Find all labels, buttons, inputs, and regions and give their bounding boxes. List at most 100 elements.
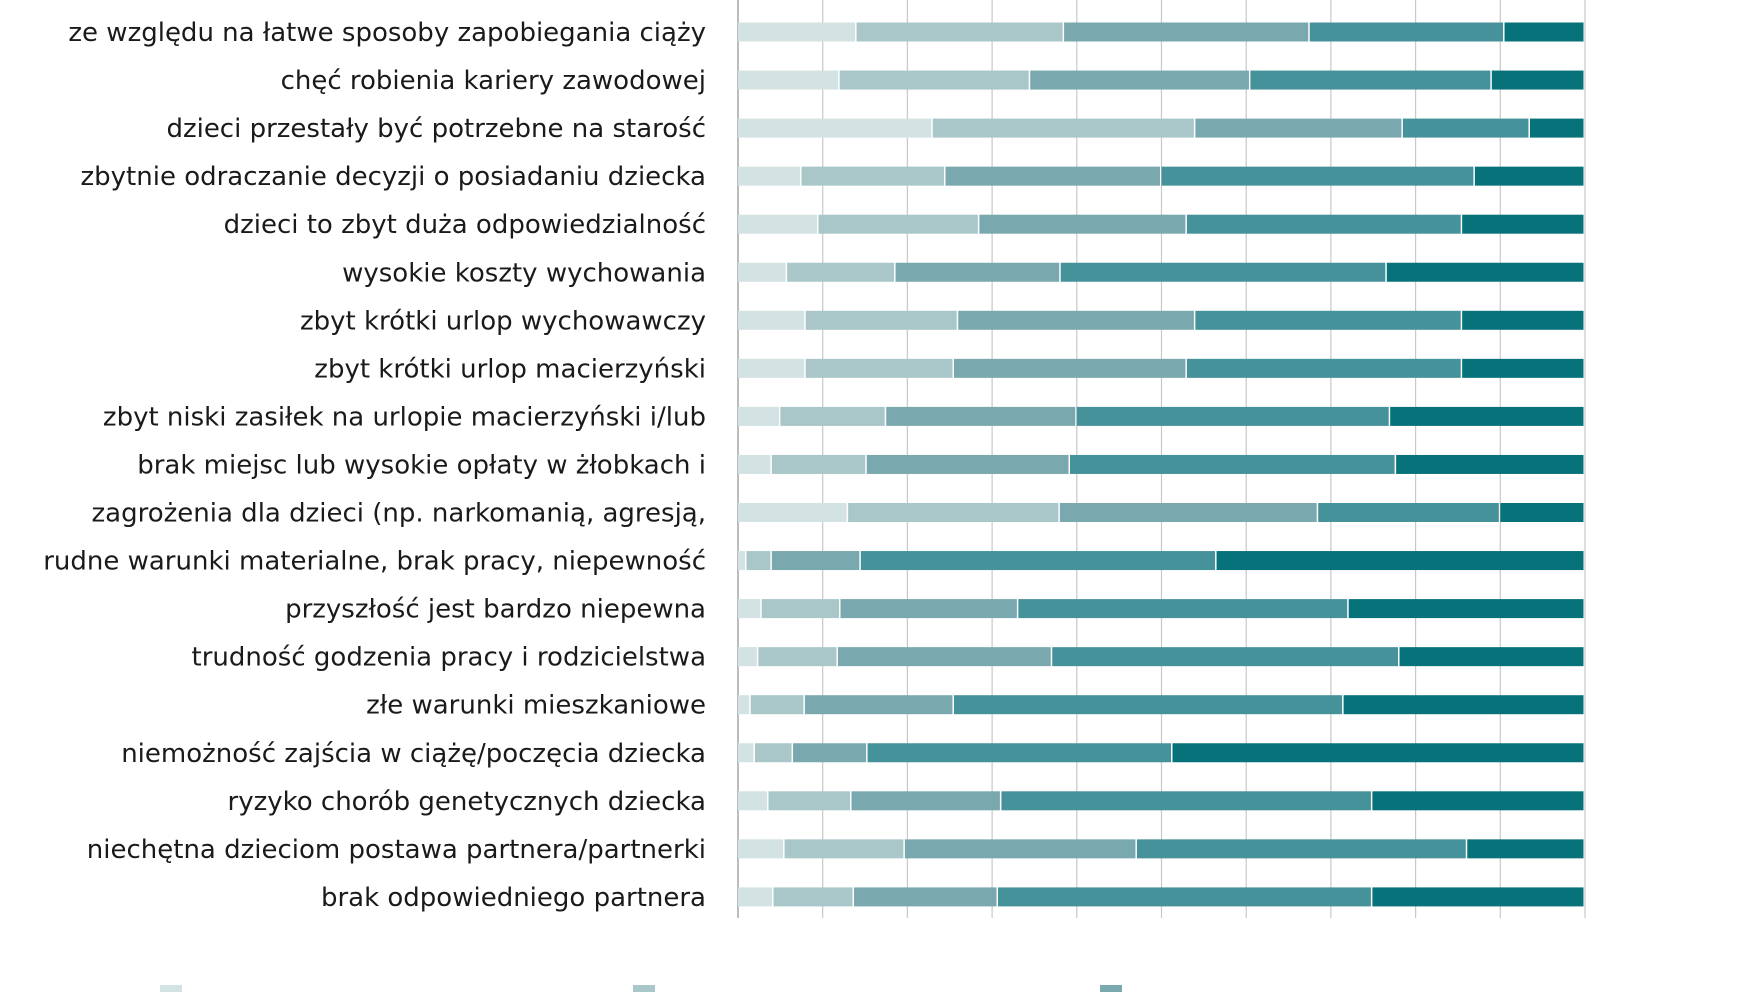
- bar-segment-1: [738, 406, 779, 426]
- bar-segment-4: [1052, 647, 1399, 667]
- bar-segment-1: [738, 839, 784, 859]
- bar-segment-1: [738, 454, 771, 474]
- bar-segment-3: [945, 166, 1160, 186]
- bar-segment-1: [738, 551, 745, 571]
- bar-segment-3: [1059, 503, 1317, 522]
- category-label: przyszłość jest bardzo niepewna: [285, 595, 706, 625]
- bar-segment-1: [738, 310, 805, 330]
- bar-segment-5: [1467, 839, 1584, 859]
- bar-segment-5: [1216, 551, 1584, 571]
- bar-segment-3: [837, 647, 1051, 667]
- bars-group: [738, 22, 1584, 907]
- bar-segment-3: [979, 214, 1186, 234]
- bar-segment-2: [801, 166, 945, 186]
- bar-segment-5: [1399, 647, 1584, 667]
- bar-segment-2: [805, 358, 953, 378]
- category-label: zbytnie odraczanie decyzji o posiadaniu …: [81, 162, 706, 192]
- bar-segment-5: [1372, 887, 1584, 907]
- bar-segment-3: [854, 887, 997, 907]
- bar-segment-1: [738, 262, 786, 282]
- bar-segment-2: [932, 118, 1194, 138]
- bar-segment-3: [866, 454, 1069, 474]
- bar-segment-4: [953, 695, 1343, 715]
- bar-segment-2: [768, 791, 850, 811]
- legend: [160, 985, 1122, 992]
- category-label: brak odpowiedniego partnera: [321, 883, 706, 913]
- category-labels: ze względu na łatwe sposoby zapobiegania…: [43, 18, 706, 913]
- bar-segment-1: [738, 70, 839, 90]
- bar-segment-2: [787, 262, 895, 282]
- bar-segment-4: [1076, 406, 1389, 426]
- bar-segment-1: [738, 791, 767, 811]
- category-label: ryzyko chorób genetycznych dziecka: [228, 787, 707, 817]
- bar-segment-4: [1018, 599, 1348, 619]
- bar-segment-2: [780, 406, 885, 426]
- bar-segment-3: [851, 791, 1000, 811]
- bar-segment-3: [886, 406, 1076, 426]
- bar-segment-3: [1195, 118, 1402, 138]
- bar-segment-5: [1386, 262, 1584, 282]
- bar-segment-2: [758, 647, 837, 667]
- category-label: zbyt krótki urlop wychowawczy: [300, 306, 706, 336]
- category-label: zbyt krótki urlop macierzyński: [314, 354, 706, 384]
- bar-segment-2: [746, 551, 771, 571]
- legend-swatch: [633, 985, 655, 992]
- bar-segment-1: [738, 22, 856, 42]
- bar-segment-1: [738, 166, 801, 186]
- bar-segment-2: [754, 743, 792, 763]
- bar-segment-3: [771, 551, 860, 571]
- bar-segment-5: [1529, 118, 1584, 138]
- bar-segment-2: [848, 503, 1059, 522]
- bar-segment-4: [1161, 166, 1474, 186]
- bar-segment-5: [1474, 166, 1584, 186]
- category-label: brak miejsc lub wysokie opłaty w żłobkac…: [137, 450, 706, 480]
- bar-segment-3: [840, 599, 1017, 619]
- bar-segment-3: [793, 743, 867, 763]
- bar-segment-5: [1462, 310, 1584, 330]
- bar-segment-3: [958, 310, 1194, 330]
- bar-segment-2: [818, 214, 978, 234]
- category-label: wysokie koszty wychowania: [342, 258, 706, 288]
- category-label: dzieci przestały być potrzebne na staroś…: [166, 114, 706, 144]
- bar-segment-5: [1396, 454, 1584, 474]
- bar-segment-2: [750, 695, 804, 715]
- bar-segment-3: [804, 695, 953, 715]
- bar-segment-2: [761, 599, 839, 619]
- bar-segment-1: [738, 695, 750, 715]
- bar-segment-4: [1402, 118, 1529, 138]
- bar-segment-3: [1064, 22, 1309, 42]
- bar-segment-1: [738, 503, 847, 522]
- bar-segment-5: [1390, 406, 1584, 426]
- bar-segment-5: [1348, 599, 1584, 619]
- bar-segment-4: [1070, 454, 1395, 474]
- bar-segment-2: [784, 839, 904, 859]
- bar-segment-1: [738, 647, 757, 667]
- category-label: złe warunki mieszkaniowe: [366, 691, 706, 721]
- bar-segment-4: [1001, 791, 1371, 811]
- bar-segment-2: [805, 310, 957, 330]
- bar-segment-1: [738, 887, 773, 907]
- bar-segment-3: [1030, 70, 1249, 90]
- bar-segment-3: [904, 839, 1136, 859]
- legend-swatch: [1100, 985, 1122, 992]
- legend-swatch: [160, 985, 182, 992]
- bar-segment-3: [953, 358, 1186, 378]
- bar-segment-4: [1309, 22, 1504, 42]
- bar-segment-3: [895, 262, 1060, 282]
- category-label: zagrożenia dla dzieci (np. narkomanią, a…: [92, 499, 706, 529]
- bar-segment-1: [738, 599, 761, 619]
- bar-segment-1: [738, 214, 817, 234]
- bar-segment-4: [1060, 262, 1386, 282]
- category-label: niechętna dzieciom postawa partnera/part…: [87, 835, 706, 865]
- bar-segment-5: [1462, 214, 1584, 234]
- bar-segment-4: [1186, 358, 1461, 378]
- bar-segment-2: [773, 887, 853, 907]
- category-label: dzieci to zbyt duża odpowiedzialność: [224, 210, 706, 240]
- category-label: trudność godzenia pracy i rodzicielstwa: [192, 643, 706, 673]
- bar-segment-5: [1504, 22, 1584, 42]
- bar-segment-5: [1491, 70, 1584, 90]
- category-label: chęć robienia kariery zawodowej: [281, 66, 706, 96]
- bar-segment-4: [1318, 503, 1499, 522]
- category-label: niemożność zajścia w ciążę/poczęcia dzie…: [121, 739, 706, 769]
- bar-segment-2: [856, 22, 1063, 42]
